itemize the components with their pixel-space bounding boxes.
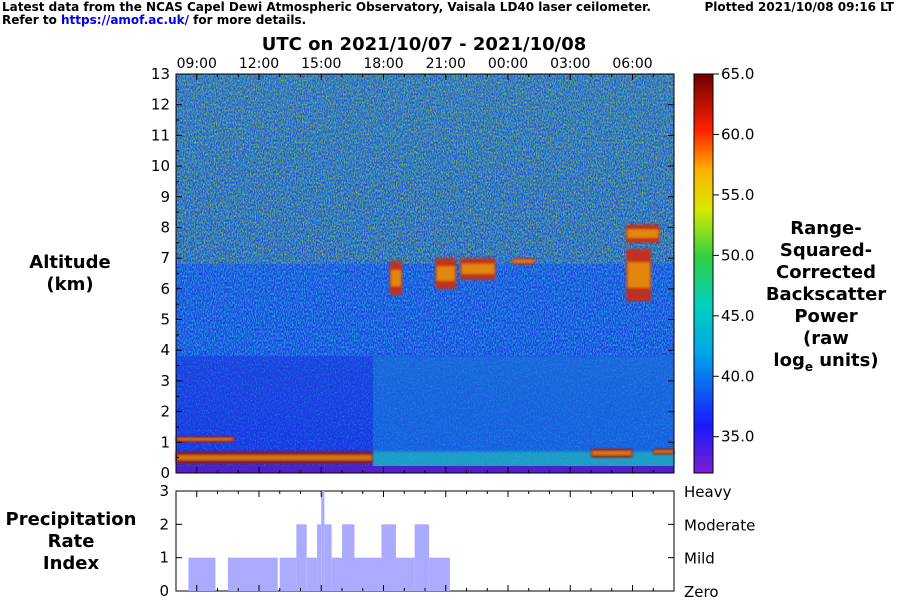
- cloud-core: [390, 269, 402, 287]
- precip-bar: [324, 524, 332, 591]
- cloud-core: [436, 265, 456, 282]
- precip-bar: [414, 524, 430, 591]
- precip-bar: [279, 557, 297, 591]
- y-tick-label-0: 0: [160, 464, 170, 482]
- y-tick-label-13: 13: [151, 65, 170, 83]
- colorbar-label-line-2: Squared-: [780, 240, 872, 261]
- x-tick-label-2100: 21:00: [426, 56, 466, 72]
- heatmap-noise-warm: [176, 74, 674, 264]
- cloud-core: [513, 259, 534, 263]
- cloud-core: [627, 228, 659, 239]
- colorbar-label-line-5: Power: [794, 306, 857, 327]
- y-tick-label-9: 9: [160, 188, 170, 206]
- precip-axis-label: Precipitation Rate Index: [0, 509, 142, 575]
- header-line-2: Refer to https://amof.ac.uk/ for more de…: [2, 13, 306, 27]
- x-tick-label-0600: 06:00: [612, 56, 652, 72]
- colorbar-gradient: [693, 73, 714, 474]
- y-tick-label-8: 8: [160, 218, 170, 236]
- x-tick-labels-top: 09:00 12:00 15:00 18:00 21:00 00:00 03:00 06:00: [177, 56, 653, 72]
- colorbar: 35.0 40.0 45.0 50.0 55.0 60.0 65.0: [693, 65, 754, 474]
- colorbar-label-line-7: loge units): [773, 350, 878, 374]
- surface-band: [176, 466, 674, 473]
- heatmap-noise-low: [176, 356, 674, 466]
- y-tick-label-3: 3: [160, 372, 170, 390]
- precip-bar: [342, 524, 355, 591]
- altitude-axis-label: Altitude (km): [20, 252, 120, 296]
- precip-y-tick-label-3: 3: [159, 482, 169, 500]
- cloud-core: [627, 261, 651, 289]
- colorbar-label: Range-Squared-CorrectedBackscatterPower(…: [766, 218, 886, 374]
- colorbar-label-line-1: Range-: [790, 218, 861, 239]
- precip-category-heavy: Heavy: [684, 483, 732, 501]
- cloud-core: [177, 437, 234, 441]
- precip-y-tick-label-2: 2: [159, 515, 169, 533]
- backscatter-heatmap: [176, 74, 674, 473]
- x-tick-label-1200: 12:00: [239, 56, 279, 72]
- precip-label-line-3: Index: [42, 553, 100, 574]
- x-tick-label-0900: 09:00: [177, 56, 217, 72]
- colorbar-label-line-4: Backscatter: [766, 284, 886, 305]
- precip-category-zero: Zero: [684, 583, 719, 600]
- precip-bar: [306, 557, 318, 591]
- y-tick-label-1: 1: [160, 433, 170, 451]
- precip-y-tick-label-1: 1: [159, 549, 169, 567]
- cloud-core: [461, 263, 495, 275]
- precipitation-chart: 0 Zero 1 Mild 2 Moderate 3 Heavy: [159, 482, 755, 600]
- y-tick-label-10: 10: [151, 157, 170, 175]
- precip-bar: [317, 524, 322, 591]
- precip-y-tick-label-0: 0: [159, 582, 169, 600]
- colorbar-label-line-6: (raw: [803, 328, 849, 349]
- colorbar-tick-label-65.0: 65.0: [721, 65, 754, 83]
- colorbar-tick-label-50.0: 50.0: [721, 246, 754, 264]
- precip-bar: [354, 557, 382, 591]
- altitude-label-line-1: Altitude: [29, 252, 111, 273]
- header-details-text: for more details.: [193, 13, 307, 27]
- precip-label-line-2: Rate: [47, 531, 95, 552]
- y-tick-label-6: 6: [160, 280, 170, 298]
- precip-category-moderate: Moderate: [684, 516, 755, 534]
- precip-bar: [395, 557, 415, 591]
- colorbar-tick-label-45.0: 45.0: [721, 307, 754, 325]
- cloud-features: [176, 224, 674, 473]
- header-line-1: Latest data from the NCAS Capel Dewi Atm…: [2, 0, 651, 14]
- colorbar-tick-label-40.0: 40.0: [721, 367, 754, 385]
- precip-label-line-1: Precipitation: [5, 509, 137, 530]
- x-tick-label-1500: 15:00: [301, 56, 341, 72]
- colorbar-label-line-3: Corrected: [776, 262, 876, 283]
- precip-bar: [227, 557, 278, 591]
- chart-title: UTC on 2021/10/07 - 2021/10/08: [262, 34, 587, 55]
- precip-bar: [296, 524, 307, 591]
- colorbar-tick-label-35.0: 35.0: [721, 428, 754, 446]
- x-tick-label-0000: 00:00: [488, 56, 528, 72]
- altitude-label-line-2: (km): [46, 274, 94, 295]
- y-tick-label-12: 12: [151, 96, 170, 114]
- x-tick-label-0300: 03:00: [550, 56, 590, 72]
- header-refer-text: Refer to: [2, 13, 57, 27]
- y-tick-label-5: 5: [160, 311, 170, 329]
- colorbar-tick-label-60.0: 60.0: [721, 125, 754, 143]
- precip-bar: [381, 524, 396, 591]
- precip-bar: [331, 557, 342, 591]
- y-tick-label-11: 11: [151, 126, 170, 144]
- precip-category-mild: Mild: [684, 550, 715, 568]
- plotted-timestamp: Plotted 2021/10/08 09:16 LT: [704, 0, 895, 14]
- colorbar-tick-label-55.0: 55.0: [721, 186, 754, 204]
- precip-bar: [188, 557, 216, 591]
- cloud-core: [177, 454, 373, 461]
- precip-bar: [321, 491, 325, 591]
- cloud-core: [592, 450, 632, 456]
- precip-bar: [429, 557, 450, 591]
- x-tick-label-1800: 18:00: [363, 56, 403, 72]
- y-tick-label-7: 7: [160, 249, 170, 267]
- y-tick-label-2: 2: [160, 403, 170, 421]
- amof-link[interactable]: https://amof.ac.uk/: [61, 13, 189, 27]
- y-tick-label-4: 4: [160, 341, 170, 359]
- cloud-core: [654, 449, 673, 454]
